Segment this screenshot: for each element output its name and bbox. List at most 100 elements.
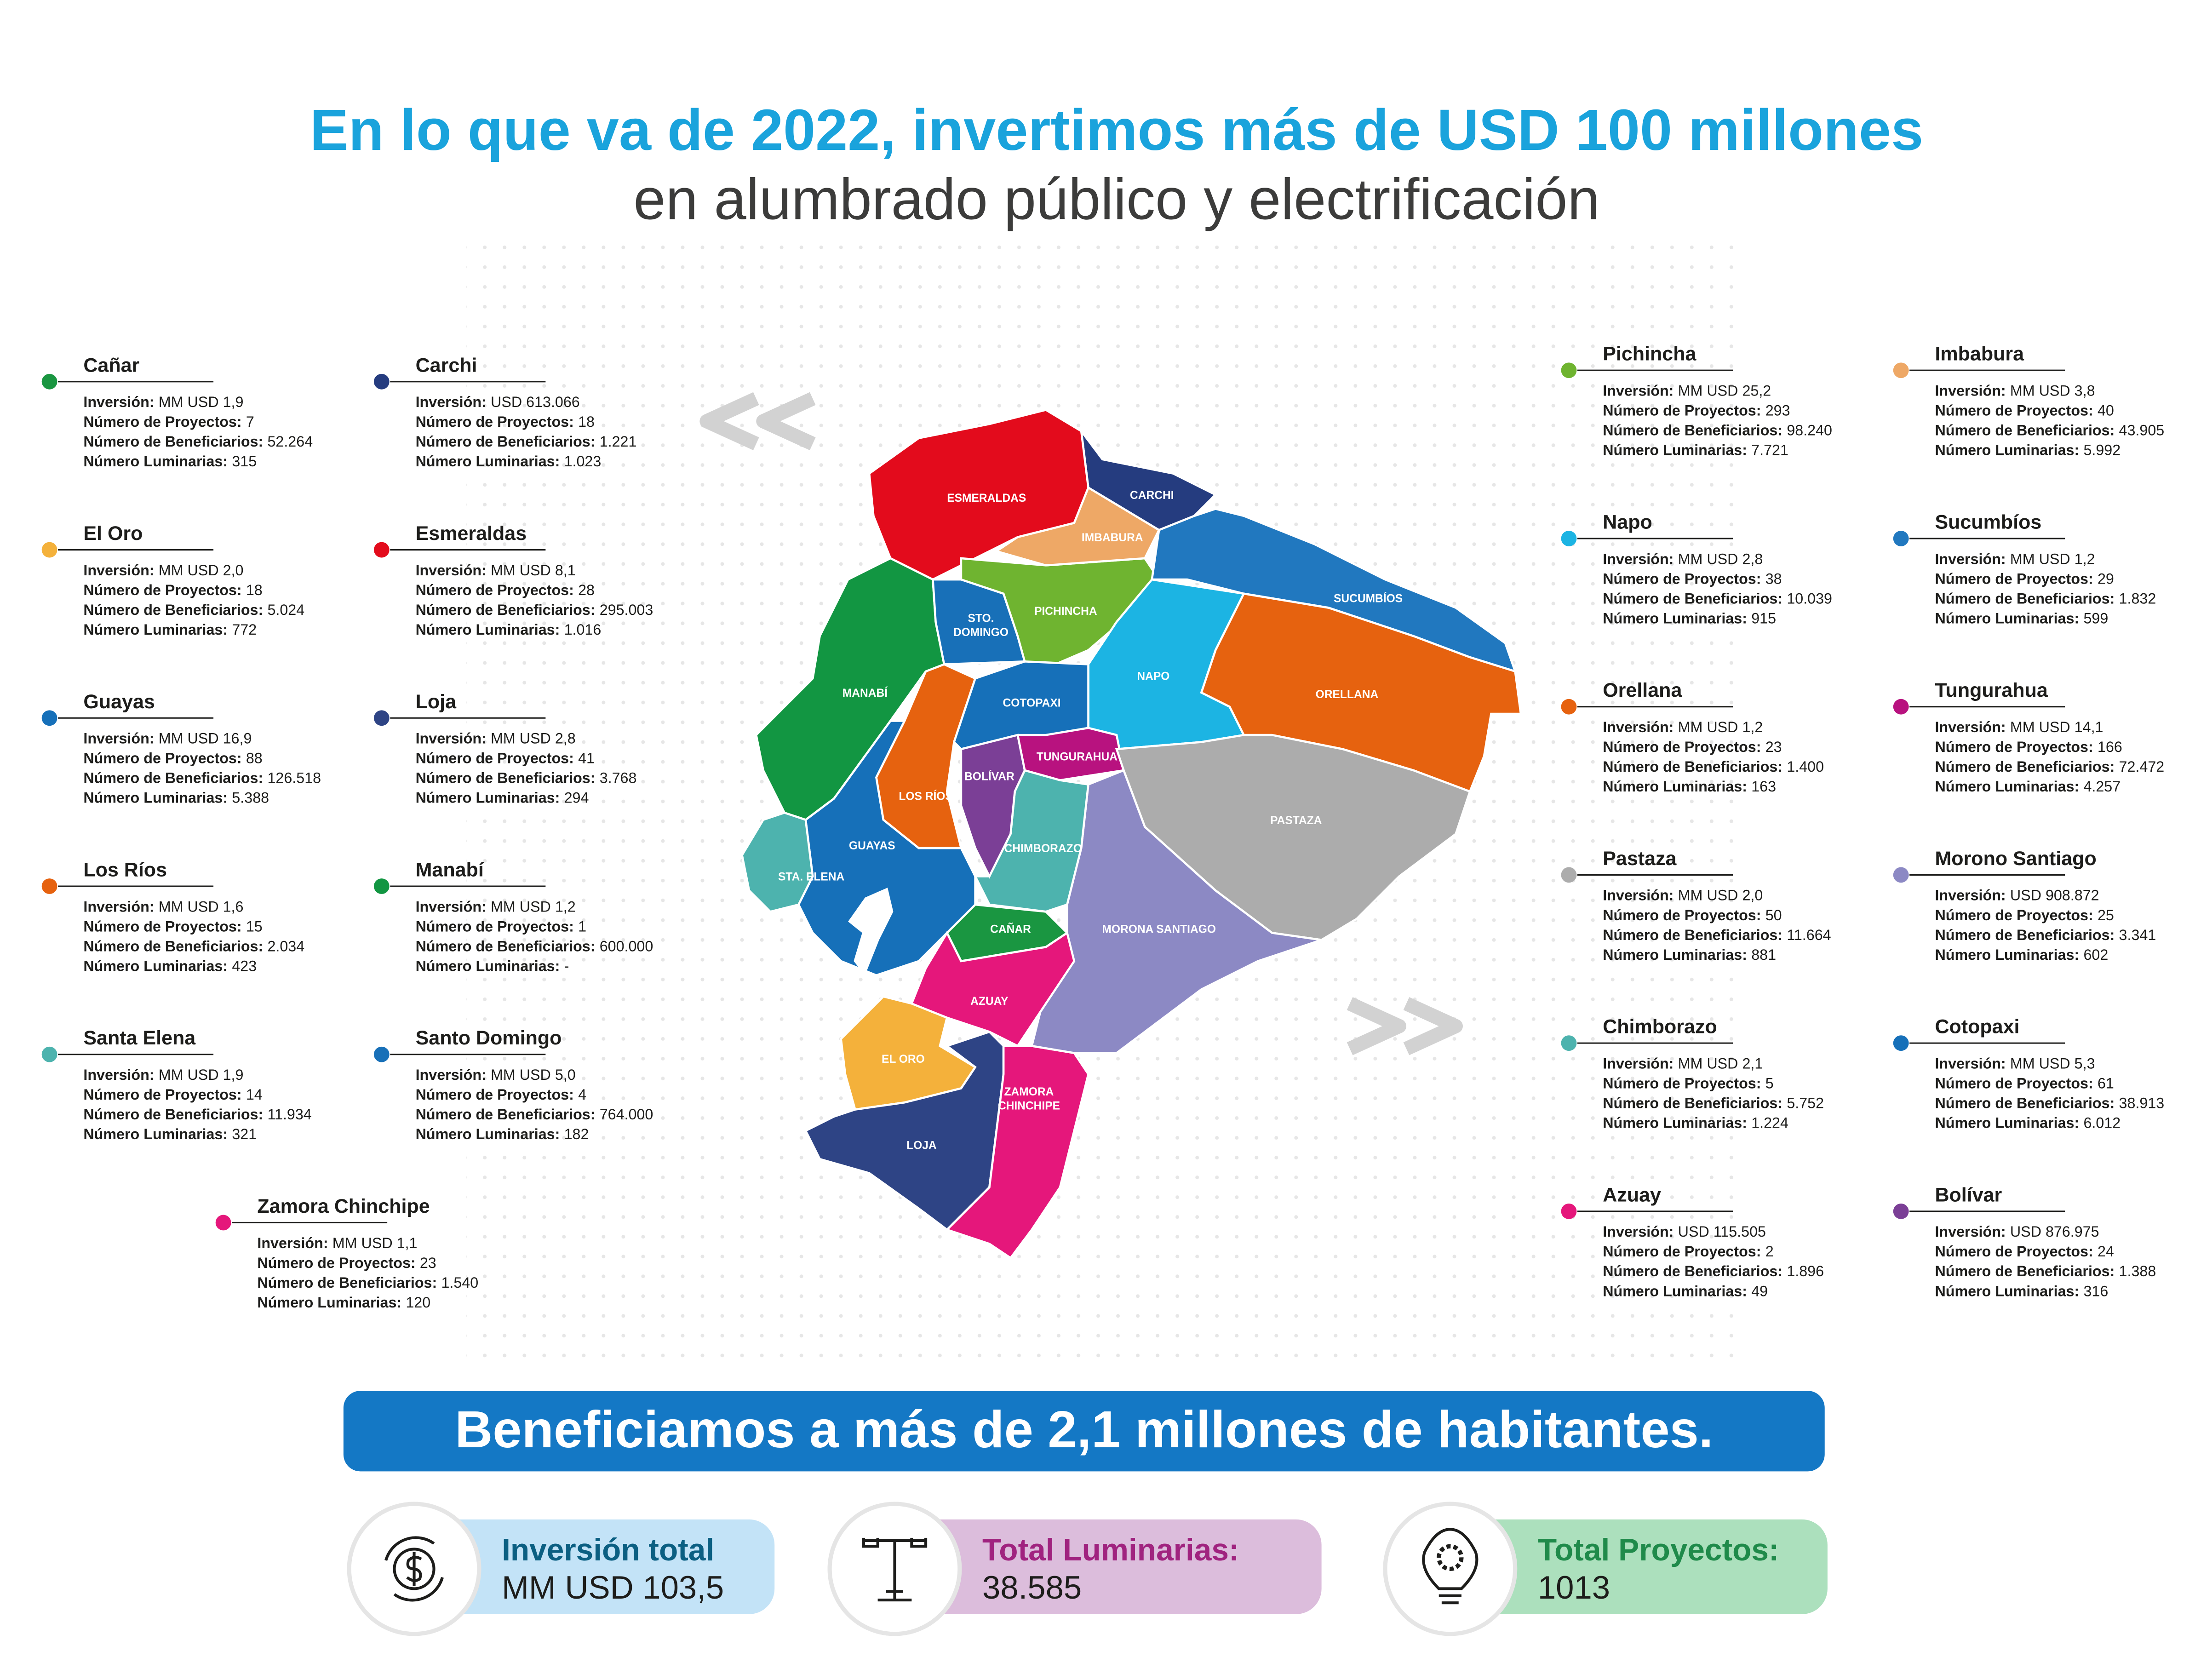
map-label: IMBABURA (1082, 532, 1143, 544)
province-name: Tungurahua (1935, 679, 2048, 701)
province-card: Pastaza Inversión: MM USD 2,0 Número de Pro… (1561, 848, 1831, 963)
field-value: 6.012 (2083, 1115, 2120, 1131)
field-label: Número de Beneficiarios: (1603, 422, 1782, 439)
gulf (848, 888, 894, 975)
field-label: Número de Proyectos: (1603, 907, 1761, 923)
province-name: Manabí (416, 859, 485, 881)
total-label: Total Luminarias: (982, 1533, 1239, 1567)
field-value: MM USD 3,8 (2010, 383, 2095, 399)
field-value: 5.388 (232, 790, 269, 806)
field-value: 38 (1765, 570, 1782, 587)
field-value: 764.000 (600, 1106, 653, 1123)
province-field: Número de Proyectos: 293 (1603, 402, 1790, 419)
province-field: Inversión: USD 876.975 (1935, 1223, 2099, 1240)
province-field: Número Luminarias: 772 (83, 621, 257, 638)
province-field: Número de Beneficiarios: 3.768 (416, 770, 637, 786)
field-label: Inversión: (83, 394, 154, 410)
total-card: Total Luminarias:38.585 (827, 1502, 1322, 1636)
province-dot (373, 710, 390, 726)
field-label: Número Luminarias: (1603, 946, 1747, 963)
province-field: Inversión: MM USD 1,2 (1603, 719, 1763, 735)
field-label: Inversión: (83, 1066, 154, 1083)
province-field: Número de Proyectos: 40 (1935, 402, 2114, 419)
province-field: Número Luminarias: 316 (1935, 1283, 2108, 1299)
province-field: Número de Beneficiarios: 72.472 (1935, 758, 2164, 775)
province-field: Inversión: MM USD 5,0 (416, 1066, 576, 1083)
province-field: Número Luminarias: - (416, 958, 569, 974)
province-dot (1561, 1203, 1577, 1219)
field-label: Número de Beneficiarios: (1935, 758, 2115, 775)
province-name: El Oro (83, 522, 143, 545)
province-region (960, 734, 1026, 879)
field-label: Número de Beneficiarios: (1935, 422, 2115, 439)
province-card: Azuay Inversión: USD 115.505 Número de Proy… (1561, 1184, 1824, 1299)
province-field: Número Luminarias: 7.721 (1603, 442, 1788, 459)
province-field: Número Luminarias: 294 (416, 790, 589, 806)
field-value: 1.540 (441, 1274, 478, 1291)
province-field: Inversión: MM USD 14,1 (1935, 719, 2103, 735)
field-value: 15 (246, 918, 263, 935)
province-field: Inversión: MM USD 1,6 (83, 898, 243, 915)
subtitle: en alumbrado público y electrificación (633, 166, 1599, 231)
province-field: Número de Beneficiarios: 600.000 (416, 938, 653, 954)
province-field: Número de Proyectos: 1 (416, 918, 586, 935)
field-value: 98.240 (1787, 422, 1832, 439)
province-field: Número de Beneficiarios: 126.518 (83, 770, 321, 786)
province-name: Esmeraldas (416, 522, 527, 545)
province-field: Número de Beneficiarios: 11.934 (83, 1106, 311, 1123)
map-label: MANABÍ (842, 687, 888, 700)
field-value: 23 (420, 1255, 436, 1271)
banner-text: Beneficiamos a más de 2,1 millones de ha… (455, 1400, 1713, 1459)
province-dot (1561, 699, 1577, 715)
province-field: Número de Proyectos: 23 (1603, 739, 1782, 755)
field-value: 41 (578, 750, 595, 767)
province-dot (1561, 362, 1577, 378)
province-field: Número de Proyectos: 88 (83, 750, 262, 767)
map-label: LOS RÍOS (899, 790, 952, 803)
field-value: 163 (1751, 778, 1776, 795)
field-value: 881 (1751, 946, 1776, 963)
field-label: Número de Proyectos: (83, 750, 241, 767)
field-label: Número de Beneficiarios: (416, 602, 596, 618)
field-label: Número Luminarias: (416, 790, 560, 806)
banner-box (343, 1391, 1825, 1472)
province-card: Los Ríos Inversión: MM USD 1,6 Número de Pr… (41, 859, 304, 974)
province-name: Morono Santiago (1935, 848, 2096, 870)
province-field: Número de Beneficiarios: 1.221 (416, 433, 637, 450)
field-label: Número de Proyectos: (1603, 1243, 1761, 1260)
province-field: Número Luminarias: 120 (257, 1294, 430, 1311)
field-label: Número Luminarias: (1935, 1115, 2079, 1131)
field-label: Inversión: (1603, 887, 1673, 904)
field-value: MM USD 16,9 (159, 730, 252, 747)
field-label: Número de Beneficiarios: (416, 770, 596, 786)
province-name: Los Ríos (83, 859, 167, 881)
field-label: Número de Beneficiarios: (1603, 590, 1782, 607)
field-value: 600.000 (600, 938, 653, 954)
field-value: 28 (578, 582, 595, 598)
field-value: 182 (564, 1126, 589, 1142)
province-field: Inversión: MM USD 1,1 (257, 1235, 417, 1251)
province-field: Número de Proyectos: 25 (1935, 907, 2114, 923)
province-field: Número Luminarias: 881 (1603, 946, 1776, 963)
province-dot (41, 373, 57, 390)
province-field: Número de Proyectos: 23 (257, 1255, 436, 1271)
province-field: Número de Beneficiarios: 98.240 (1603, 422, 1832, 439)
province-field: Número Luminarias: 315 (83, 453, 257, 470)
province-name: Napo (1603, 511, 1652, 533)
field-value: 1 (578, 918, 586, 935)
province-dot (41, 710, 57, 726)
province-field: Número de Beneficiarios: 2.034 (83, 938, 304, 954)
map-label: GUAYAS (849, 840, 895, 852)
arrow-left (699, 392, 816, 451)
province-card: Cañar Inversión: MM USD 1,9 Número de Proye… (41, 354, 313, 470)
field-value: MM USD 2,0 (159, 562, 244, 579)
field-label: Número de Proyectos: (83, 582, 241, 598)
field-value: 18 (578, 413, 595, 430)
field-value: 29 (2098, 570, 2114, 587)
province-name: Pastaza (1603, 848, 1677, 870)
province-field: Inversión: MM USD 2,8 (1603, 550, 1763, 567)
province-field: Inversión: USD 115.505 (1603, 1223, 1766, 1240)
field-label: Inversión: (1935, 1223, 2006, 1240)
field-label: Número de Proyectos: (257, 1255, 415, 1271)
